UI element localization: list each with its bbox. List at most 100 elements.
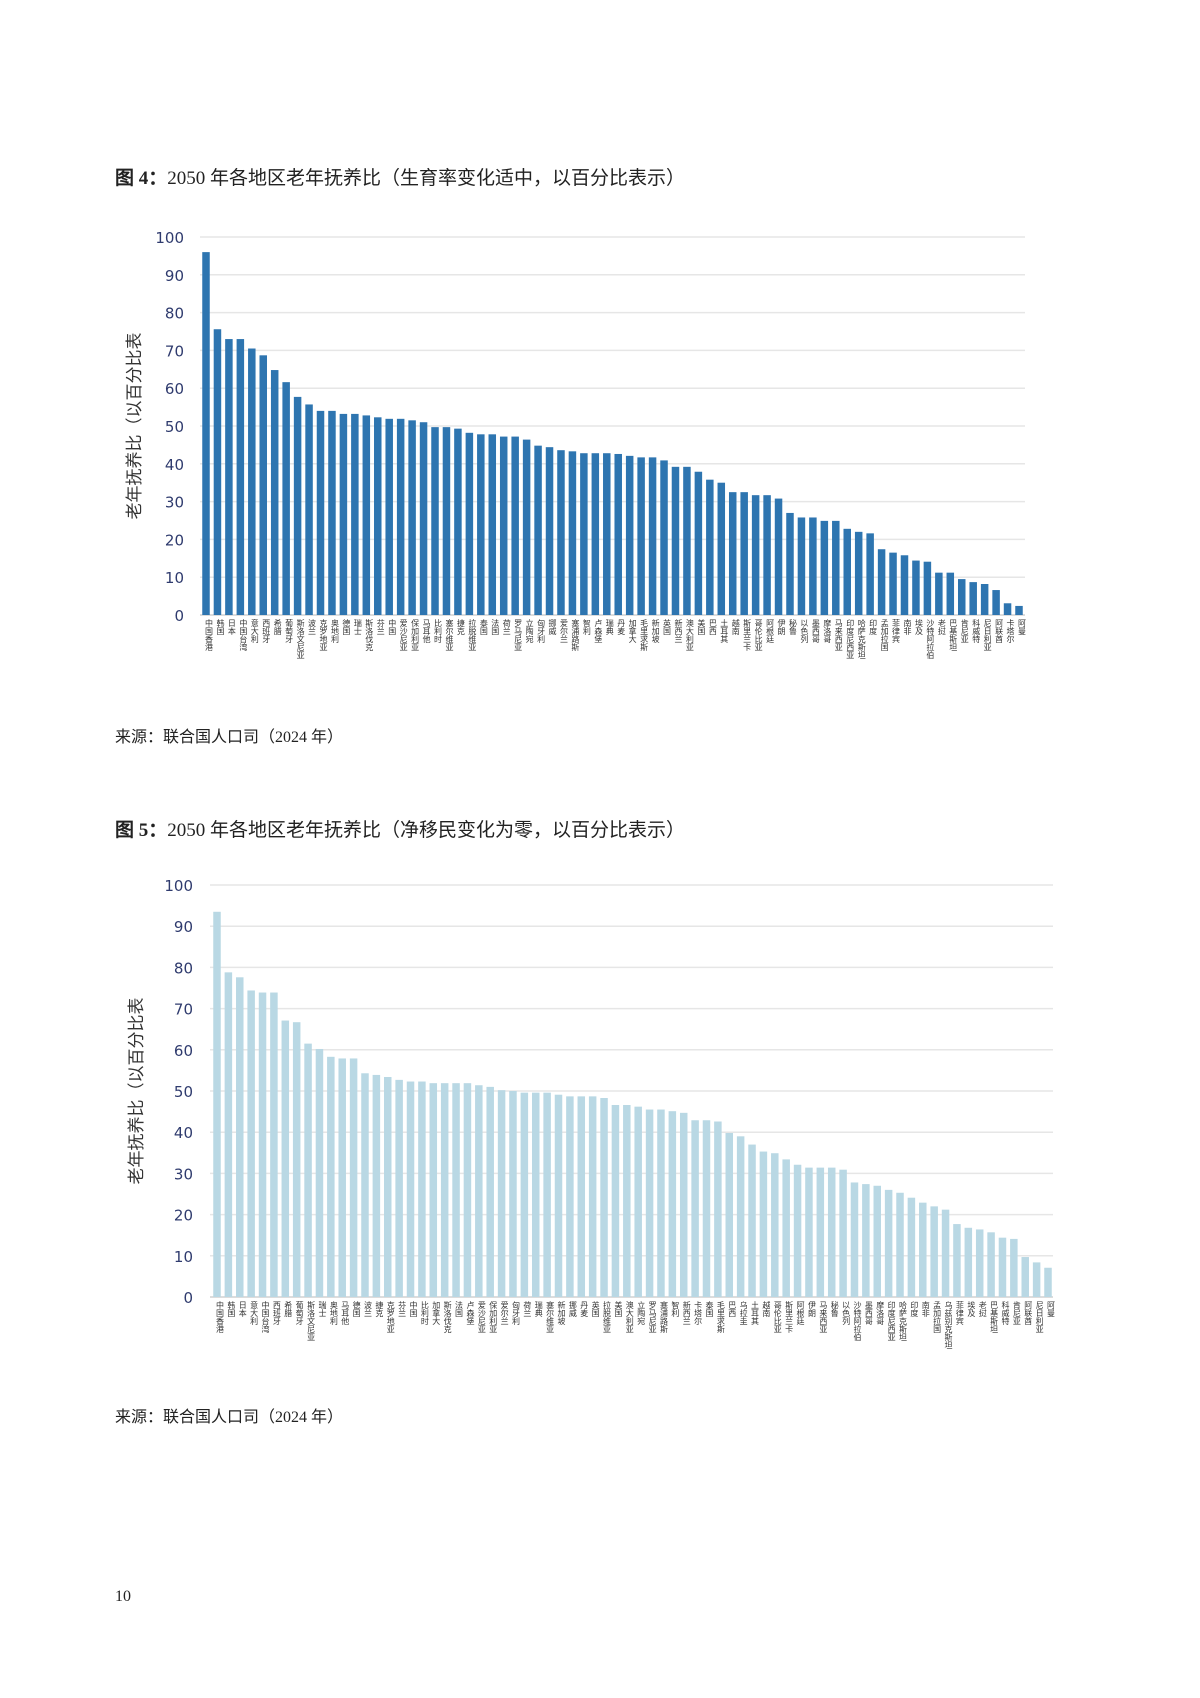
bar [577,1096,586,1297]
bar [805,1167,813,1297]
bar [706,479,714,615]
y-tick-label: 0 [183,1289,193,1307]
bar [668,1111,677,1297]
x-tick-label: 立陶宛 [637,1300,646,1326]
x-tick-label: 巴基斯坦 [949,619,958,651]
x-tick-label: 埃及 [967,1300,976,1318]
x-tick-label: 克罗地亚 [319,619,328,651]
bar [247,990,255,1297]
x-tick-label: 瑞典 [605,618,614,636]
bar [786,512,794,615]
x-tick-label: 塞浦路斯 [571,618,580,652]
x-tick-label: 摩洛哥 [823,618,832,644]
y-tick-label: 90 [165,267,184,285]
bar [728,492,737,615]
x-tick-label: 哈萨克斯坦 [857,618,866,659]
bar [862,1184,870,1297]
bar [418,1081,426,1297]
x-tick-label: 爱尔兰 [559,619,568,643]
y-tick-label: 80 [174,959,193,977]
bar [923,561,932,615]
x-tick-label: 新加坡 [651,618,660,644]
page-number: 10 [115,1588,131,1605]
bar [258,992,267,1297]
figure-5-title: 2050 年各地区老年抚养比（净移民变化为零，以百分比表示） [167,820,686,841]
bar [611,1105,620,1297]
bar [998,1237,1007,1297]
x-tick-label: 韩国 [216,618,225,636]
x-tick-label: 保加利亚 [411,618,420,651]
x-tick-label: 芬兰 [376,618,385,635]
bar [679,1112,688,1297]
x-tick-label: 瑞士 [353,618,362,635]
figure-4-label: 图 4： [115,168,168,189]
x-tick-label: 希腊 [273,618,282,636]
x-tick-label: 斯洛伐克 [365,618,374,652]
x-tick-label: 伊朗 [777,618,786,636]
bar [953,1224,961,1297]
x-tick-label: 巴西 [708,619,717,636]
bar [740,492,748,615]
x-tick-label: 瑞士 [318,1300,327,1317]
x-tick-label: 墨西哥 [864,1301,873,1326]
bar [614,453,622,615]
x-tick-label: 斯里兰卡 [743,618,752,652]
x-tick-label: 英国 [663,618,672,636]
x-tick-label: 泰国 [479,618,488,636]
bar [522,439,531,615]
bar [362,415,371,615]
bar [992,590,1000,615]
bar [1021,1257,1029,1297]
x-tick-label: 中国香港 [205,618,214,652]
figure-5-caption: 图 5：2050 年各地区老年抚养比（净移民变化为零，以百分比表示） [115,815,685,842]
x-tick-label: 以色列 [842,1301,851,1326]
x-tick-label: 卡塔尔 [694,1300,703,1325]
x-tick-label: 印度 [869,619,878,636]
bar [511,436,519,615]
bar [843,528,851,615]
bar [877,549,886,615]
bar [969,582,977,615]
bar [477,434,485,615]
bar [568,451,577,615]
x-tick-label: 伊朗 [807,1300,816,1318]
x-tick-label: 塞尔维亚 [445,618,454,651]
x-tick-label: 日本 [227,619,236,636]
x-tick-label: 巴基斯坦 [990,1301,999,1333]
x-tick-label: 丹麦 [617,619,626,636]
x-tick-label: 菲律宾 [955,1300,964,1326]
x-tick-label: 爱尔兰 [500,1301,509,1325]
figure-4-title: 2050 年各地区老年抚养比（生育率变化适中，以百分比表示） [167,168,686,189]
bar [1044,1267,1052,1297]
x-tick-label: 葡萄牙 [285,618,294,644]
x-tick-label: 哥伦比亚 [773,1301,782,1333]
x-tick-label: 塞尔维亚 [546,1300,555,1333]
bar [292,1022,301,1297]
bar [980,584,989,615]
x-tick-label: 智利 [582,618,591,635]
y-tick-label: 90 [174,918,193,936]
bar [702,1120,711,1297]
x-tick-label: 德国 [342,618,351,636]
bar [557,450,565,615]
x-tick-label: 巴西 [728,1301,737,1318]
x-tick-label: 阿曼 [1047,1301,1056,1317]
x-tick-label: 越南 [731,618,740,635]
bar [440,1083,449,1297]
bar [372,1074,381,1297]
y-tick-label: 50 [174,1083,193,1101]
bar [946,572,955,615]
x-tick-label: 墨西哥 [811,619,820,644]
bar [900,555,909,615]
y-tick-label: 0 [174,607,184,625]
figure-4-source: 来源：联合国人口司（2024 年） [115,729,344,746]
bar [531,1092,540,1297]
bar [907,1197,916,1297]
x-tick-label: 韩国 [227,1300,236,1318]
bar [827,1167,836,1297]
bar [683,466,691,615]
x-tick-label: 匈牙利 [511,1300,520,1325]
x-tick-label: 西班牙 [272,1301,281,1326]
x-tick-label: 印度尼西亚 [846,619,855,659]
bar [384,1076,392,1297]
